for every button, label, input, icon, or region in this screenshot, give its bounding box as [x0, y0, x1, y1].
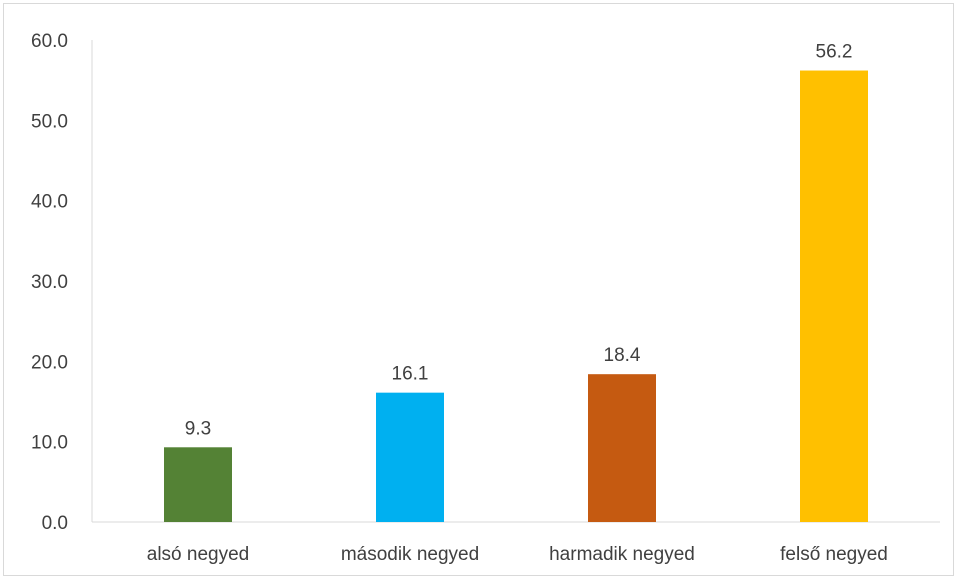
data-label: 18.4: [604, 345, 641, 366]
data-label: 16.1: [392, 364, 429, 385]
y-tick-label: 20.0: [31, 352, 68, 373]
bar: [164, 447, 232, 522]
y-tick-label: 40.0: [31, 192, 68, 213]
bar: [588, 374, 656, 522]
y-tick-label: 0.0: [42, 513, 68, 534]
y-tick-label: 60.0: [31, 31, 68, 52]
x-tick-label: harmadik negyed: [549, 544, 695, 565]
x-tick-label: alsó negyed: [147, 544, 249, 565]
y-tick-label: 50.0: [31, 111, 68, 132]
y-tick-label: 30.0: [31, 272, 68, 293]
x-tick-label: felső negyed: [780, 544, 888, 565]
bar: [376, 392, 444, 522]
y-axis: 0.0 10.0 20.0 30.0 40.0 50.0 60.0: [31, 31, 93, 534]
x-axis: alsó negyed második negyed harmadik negyed…: [92, 521, 940, 565]
bars: [164, 70, 868, 522]
chart-frame: [3, 3, 954, 576]
y-tick-label: 10.0: [31, 433, 68, 454]
data-labels: 9.3 16.1 18.4 56.2: [185, 42, 853, 440]
data-label: 56.2: [816, 42, 853, 63]
x-tick-label: második negyed: [341, 544, 479, 565]
bar: [800, 70, 868, 522]
data-label: 9.3: [185, 418, 211, 439]
